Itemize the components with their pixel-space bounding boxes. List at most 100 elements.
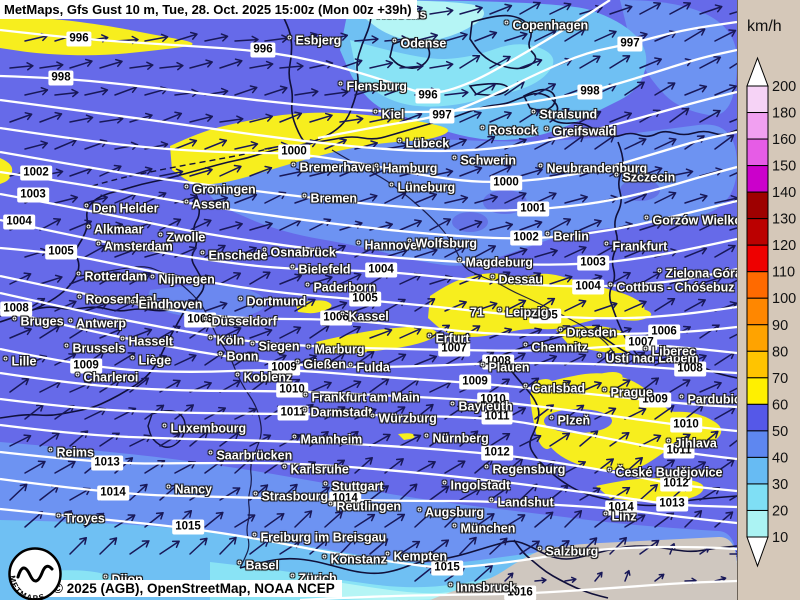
city-label: ° Dresden [558, 325, 617, 340]
city-label: ° Stuttgart [323, 479, 384, 494]
wind-arrow-icon [444, 300, 467, 312]
isobar-label: 1008 [0, 301, 32, 317]
wind-arrow-icon [444, 460, 466, 474]
wind-arrow-icon [219, 164, 242, 177]
city-label: ° Hannover [356, 238, 423, 253]
wind-arrow-icon [519, 540, 540, 555]
isobar-label: 1006 [184, 312, 216, 328]
wind-arrow-icon [204, 301, 228, 312]
city-label: ° Frankfurt [604, 239, 668, 254]
isobar-label: 1013 [91, 455, 123, 471]
city-label: ° Nürnberg [424, 431, 489, 446]
wind-arrow-icon [549, 2, 572, 15]
isobar-line-1002 [0, 170, 737, 240]
legend-cell-20-30 [746, 483, 769, 511]
city-label: ° Schwerin [452, 153, 517, 168]
wind-arrow-icon [459, 430, 479, 447]
border-line [275, 0, 373, 144]
wind-arrow-icon [474, 244, 497, 258]
wind-arrow-icon [594, 29, 617, 42]
wind-arrow-icon [39, 324, 61, 339]
legend-cell-10-20 [746, 509, 769, 538]
isobar-line-1000 [0, 126, 737, 184]
wind-arrow-icon [384, 191, 407, 204]
city-label: ° Paderborn [305, 280, 376, 295]
wind-arrow-icon [654, 191, 677, 204]
wind-arrow-icon [429, 539, 450, 555]
legend-unit-label: km/h [747, 18, 782, 35]
wind-arrow-icon [114, 352, 136, 366]
wind-arrow-icon [9, 483, 28, 501]
isobar-line-996 [0, 0, 611, 94]
wind-arrow-icon [414, 140, 438, 150]
wind-arrow-icon [279, 326, 302, 339]
wind-arrow-icon [414, 460, 436, 474]
gust-region [620, 0, 737, 116]
isobar-line-1010 [0, 371, 737, 433]
isobar-label: 1006 [320, 310, 352, 326]
wind-arrow-icon [189, 537, 208, 555]
city-label: ° Eindhoven [130, 297, 203, 312]
isobar-line-999 [0, 90, 737, 153]
wind-arrow-icon [474, 513, 495, 528]
city-label: ° Antwerp [68, 316, 127, 331]
wind-arrow-icon [654, 573, 665, 582]
wind-arrow-icon [354, 85, 378, 96]
wind-arrow-icon [609, 432, 630, 447]
wind-arrow-icon [609, 55, 631, 69]
map-canvas[interactable]: 996 996 998 996 997 998 997 1000 1000 1001 1002 100… [0, 0, 737, 600]
legend-tick-label: 110 [772, 265, 795, 281]
legend-cell-30-40 [746, 456, 769, 485]
wind-arrow-icon [549, 274, 573, 285]
wind-arrow-icon [429, 431, 450, 447]
city-label: ° Düsseldorf [203, 314, 277, 329]
wind-arrow-icon [84, 194, 109, 204]
map-title: MetMaps, Gfs Gust 10 m, Tue, 28. Oct. 20… [0, 0, 417, 19]
city-label: ° Gießen [295, 357, 346, 372]
wind-arrow-icon [369, 538, 389, 555]
wind-arrow-icon [219, 115, 244, 124]
legend-tick-label: 130 [772, 212, 796, 228]
wind-arrow-icon [24, 460, 46, 474]
legend-tick-label: 50 [772, 424, 788, 440]
wind-arrow-icon [564, 245, 587, 258]
city-label: ° Copenhagen [504, 18, 589, 33]
wind-arrow-icon [309, 167, 334, 177]
wind-arrow-icon [429, 485, 450, 501]
wind-arrow-icon [384, 513, 406, 528]
wind-arrow-icon [489, 537, 508, 555]
gust-region-hole [544, 409, 612, 433]
wind-arrow-icon [609, 536, 627, 555]
logo-wave-icon [16, 564, 54, 583]
wind-arrow-icon [339, 536, 357, 555]
wind-arrow-icon [69, 536, 88, 555]
legend-arrow-bottom [746, 536, 769, 568]
wind-arrow-icon [54, 88, 79, 98]
city-label: ° Saarbrücken [208, 448, 293, 463]
wind-arrow-icon [84, 244, 106, 258]
wind-arrow-icon [324, 352, 346, 366]
wind-arrow-icon [9, 112, 33, 123]
wind-arrow-icon [729, 495, 737, 501]
wind-arrow-icon [534, 577, 547, 584]
wind-arrow-icon [204, 194, 229, 204]
city-label: ° Szczecin [614, 170, 676, 185]
wind-arrow-icon [174, 299, 197, 312]
wind-arrow-icon [594, 351, 615, 366]
wind-arrow-icon [714, 134, 735, 150]
wind-arrow-icon [414, 32, 439, 42]
city-label: ° Hasselt [120, 334, 173, 349]
wind-arrow-icon [639, 57, 662, 69]
wind-arrow-icon [279, 111, 303, 123]
wind-arrow-icon [309, 112, 333, 123]
legend-tick-label: 140 [772, 185, 796, 201]
wind-arrow-icon [609, 4, 633, 15]
wind-arrow-icon [444, 510, 463, 528]
isobar-label: 1000 [278, 144, 310, 160]
wind-arrow-icon [459, 536, 477, 555]
wind-arrow-icon [654, 82, 676, 96]
wind-arrow-icon [654, 354, 677, 366]
city-label: ° Groningen [184, 182, 256, 197]
wind-arrow-icon [519, 272, 542, 285]
